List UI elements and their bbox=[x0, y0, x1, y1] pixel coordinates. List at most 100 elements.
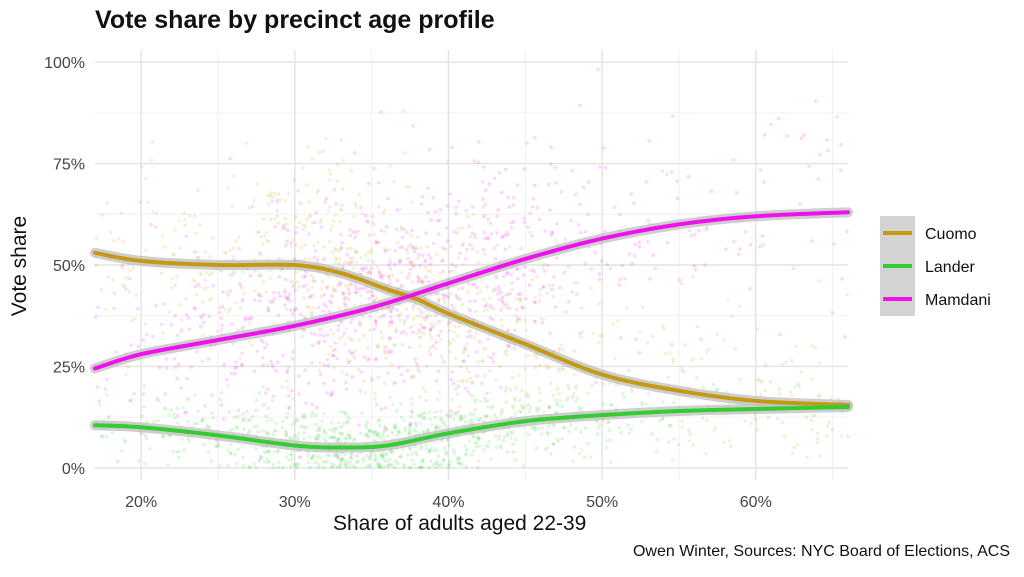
scatter-point bbox=[129, 343, 133, 347]
scatter-point bbox=[353, 201, 358, 205]
scatter-point bbox=[376, 418, 381, 423]
scatter-point bbox=[375, 240, 379, 244]
scatter-point bbox=[377, 269, 382, 274]
scatter-point bbox=[554, 401, 559, 406]
scatter-point bbox=[680, 419, 685, 423]
scatter-point bbox=[238, 305, 243, 310]
scatter-point bbox=[293, 307, 298, 312]
scatter-point bbox=[507, 205, 512, 209]
scatter-point bbox=[217, 310, 222, 315]
scatter-point bbox=[632, 254, 637, 258]
scatter-point bbox=[124, 372, 128, 377]
scatter-point bbox=[281, 465, 285, 469]
scatter-point bbox=[328, 299, 332, 303]
scatter-point bbox=[351, 464, 356, 468]
scatter-point bbox=[377, 271, 382, 276]
scatter-point bbox=[356, 367, 361, 372]
scatter-point bbox=[517, 298, 522, 302]
scatter-point bbox=[795, 442, 800, 447]
scatter-point bbox=[574, 426, 578, 431]
scatter-point bbox=[629, 386, 634, 391]
scatter-point bbox=[667, 351, 672, 355]
scatter-point bbox=[486, 236, 491, 241]
scatter-point bbox=[358, 389, 363, 393]
scatter-point bbox=[357, 192, 362, 197]
scatter-point bbox=[488, 296, 492, 301]
scatter-point bbox=[349, 320, 353, 325]
scatter-point bbox=[510, 287, 514, 292]
scatter-point bbox=[289, 453, 293, 457]
scatter-point bbox=[515, 183, 520, 187]
scatter-point bbox=[335, 356, 339, 361]
scatter-point bbox=[672, 400, 676, 405]
scatter-point bbox=[232, 246, 236, 251]
scatter-point bbox=[366, 220, 370, 225]
scatter-point bbox=[292, 283, 297, 288]
scatter-point bbox=[374, 239, 378, 243]
scatter-point bbox=[761, 243, 765, 247]
scatter-point bbox=[284, 431, 289, 436]
scatter-point bbox=[337, 279, 341, 284]
scatter-point bbox=[562, 270, 566, 275]
scatter-point bbox=[488, 316, 493, 320]
scatter-point bbox=[267, 299, 272, 303]
scatter-point bbox=[373, 455, 378, 459]
scatter-point bbox=[414, 429, 418, 433]
scatter-point bbox=[338, 220, 343, 224]
scatter-point bbox=[578, 408, 582, 412]
scatter-point bbox=[693, 267, 698, 272]
scatter-point bbox=[259, 456, 263, 461]
scatter-point bbox=[444, 226, 449, 230]
scatter-point bbox=[552, 422, 556, 427]
scatter-point bbox=[343, 411, 348, 416]
scatter-point bbox=[270, 362, 275, 367]
scatter-point bbox=[699, 337, 703, 342]
scatter-point bbox=[285, 415, 289, 420]
scatter-point bbox=[374, 357, 378, 362]
scatter-point bbox=[695, 324, 700, 329]
scatter-point bbox=[267, 459, 272, 464]
scatter-point bbox=[805, 455, 810, 460]
scatter-point bbox=[553, 305, 558, 309]
scatter-point bbox=[293, 288, 298, 293]
scatter-point bbox=[455, 458, 460, 462]
scatter-point bbox=[143, 462, 147, 466]
scatter-point bbox=[499, 407, 504, 411]
scatter-point bbox=[440, 245, 445, 250]
scatter-point bbox=[143, 322, 148, 326]
scatter-point bbox=[580, 406, 584, 410]
scatter-point bbox=[316, 436, 321, 441]
scatter-point bbox=[482, 297, 486, 302]
scatter-point bbox=[525, 393, 529, 398]
scatter-point bbox=[230, 427, 234, 432]
scatter-point bbox=[297, 374, 301, 378]
scatter-point bbox=[515, 266, 519, 271]
scatter-point bbox=[255, 424, 260, 428]
scatter-point bbox=[458, 251, 462, 255]
scatter-point bbox=[397, 365, 402, 370]
scatter-point bbox=[387, 274, 391, 278]
scatter-point bbox=[328, 328, 333, 332]
scatter-point bbox=[262, 402, 266, 407]
scatter-point bbox=[590, 383, 595, 388]
scatter-point bbox=[322, 302, 326, 306]
scatter-point bbox=[463, 386, 467, 391]
scatter-point bbox=[224, 251, 228, 255]
scatter-point bbox=[537, 426, 541, 430]
scatter-point bbox=[560, 366, 565, 370]
scatter-point bbox=[291, 238, 296, 242]
scatter-point bbox=[286, 296, 291, 300]
scatter-point bbox=[429, 422, 434, 427]
scatter-point bbox=[572, 349, 577, 354]
scatter-point bbox=[353, 349, 357, 354]
scatter-point bbox=[310, 221, 315, 225]
scatter-point bbox=[299, 424, 304, 429]
scatter-point bbox=[532, 270, 536, 274]
scatter-point bbox=[286, 229, 290, 233]
scatter-point bbox=[330, 294, 334, 298]
scatter-point bbox=[408, 465, 413, 470]
scatter-point bbox=[303, 412, 307, 417]
scatter-point bbox=[259, 235, 263, 239]
scatter-point bbox=[482, 230, 487, 235]
scatter-point bbox=[307, 232, 311, 236]
